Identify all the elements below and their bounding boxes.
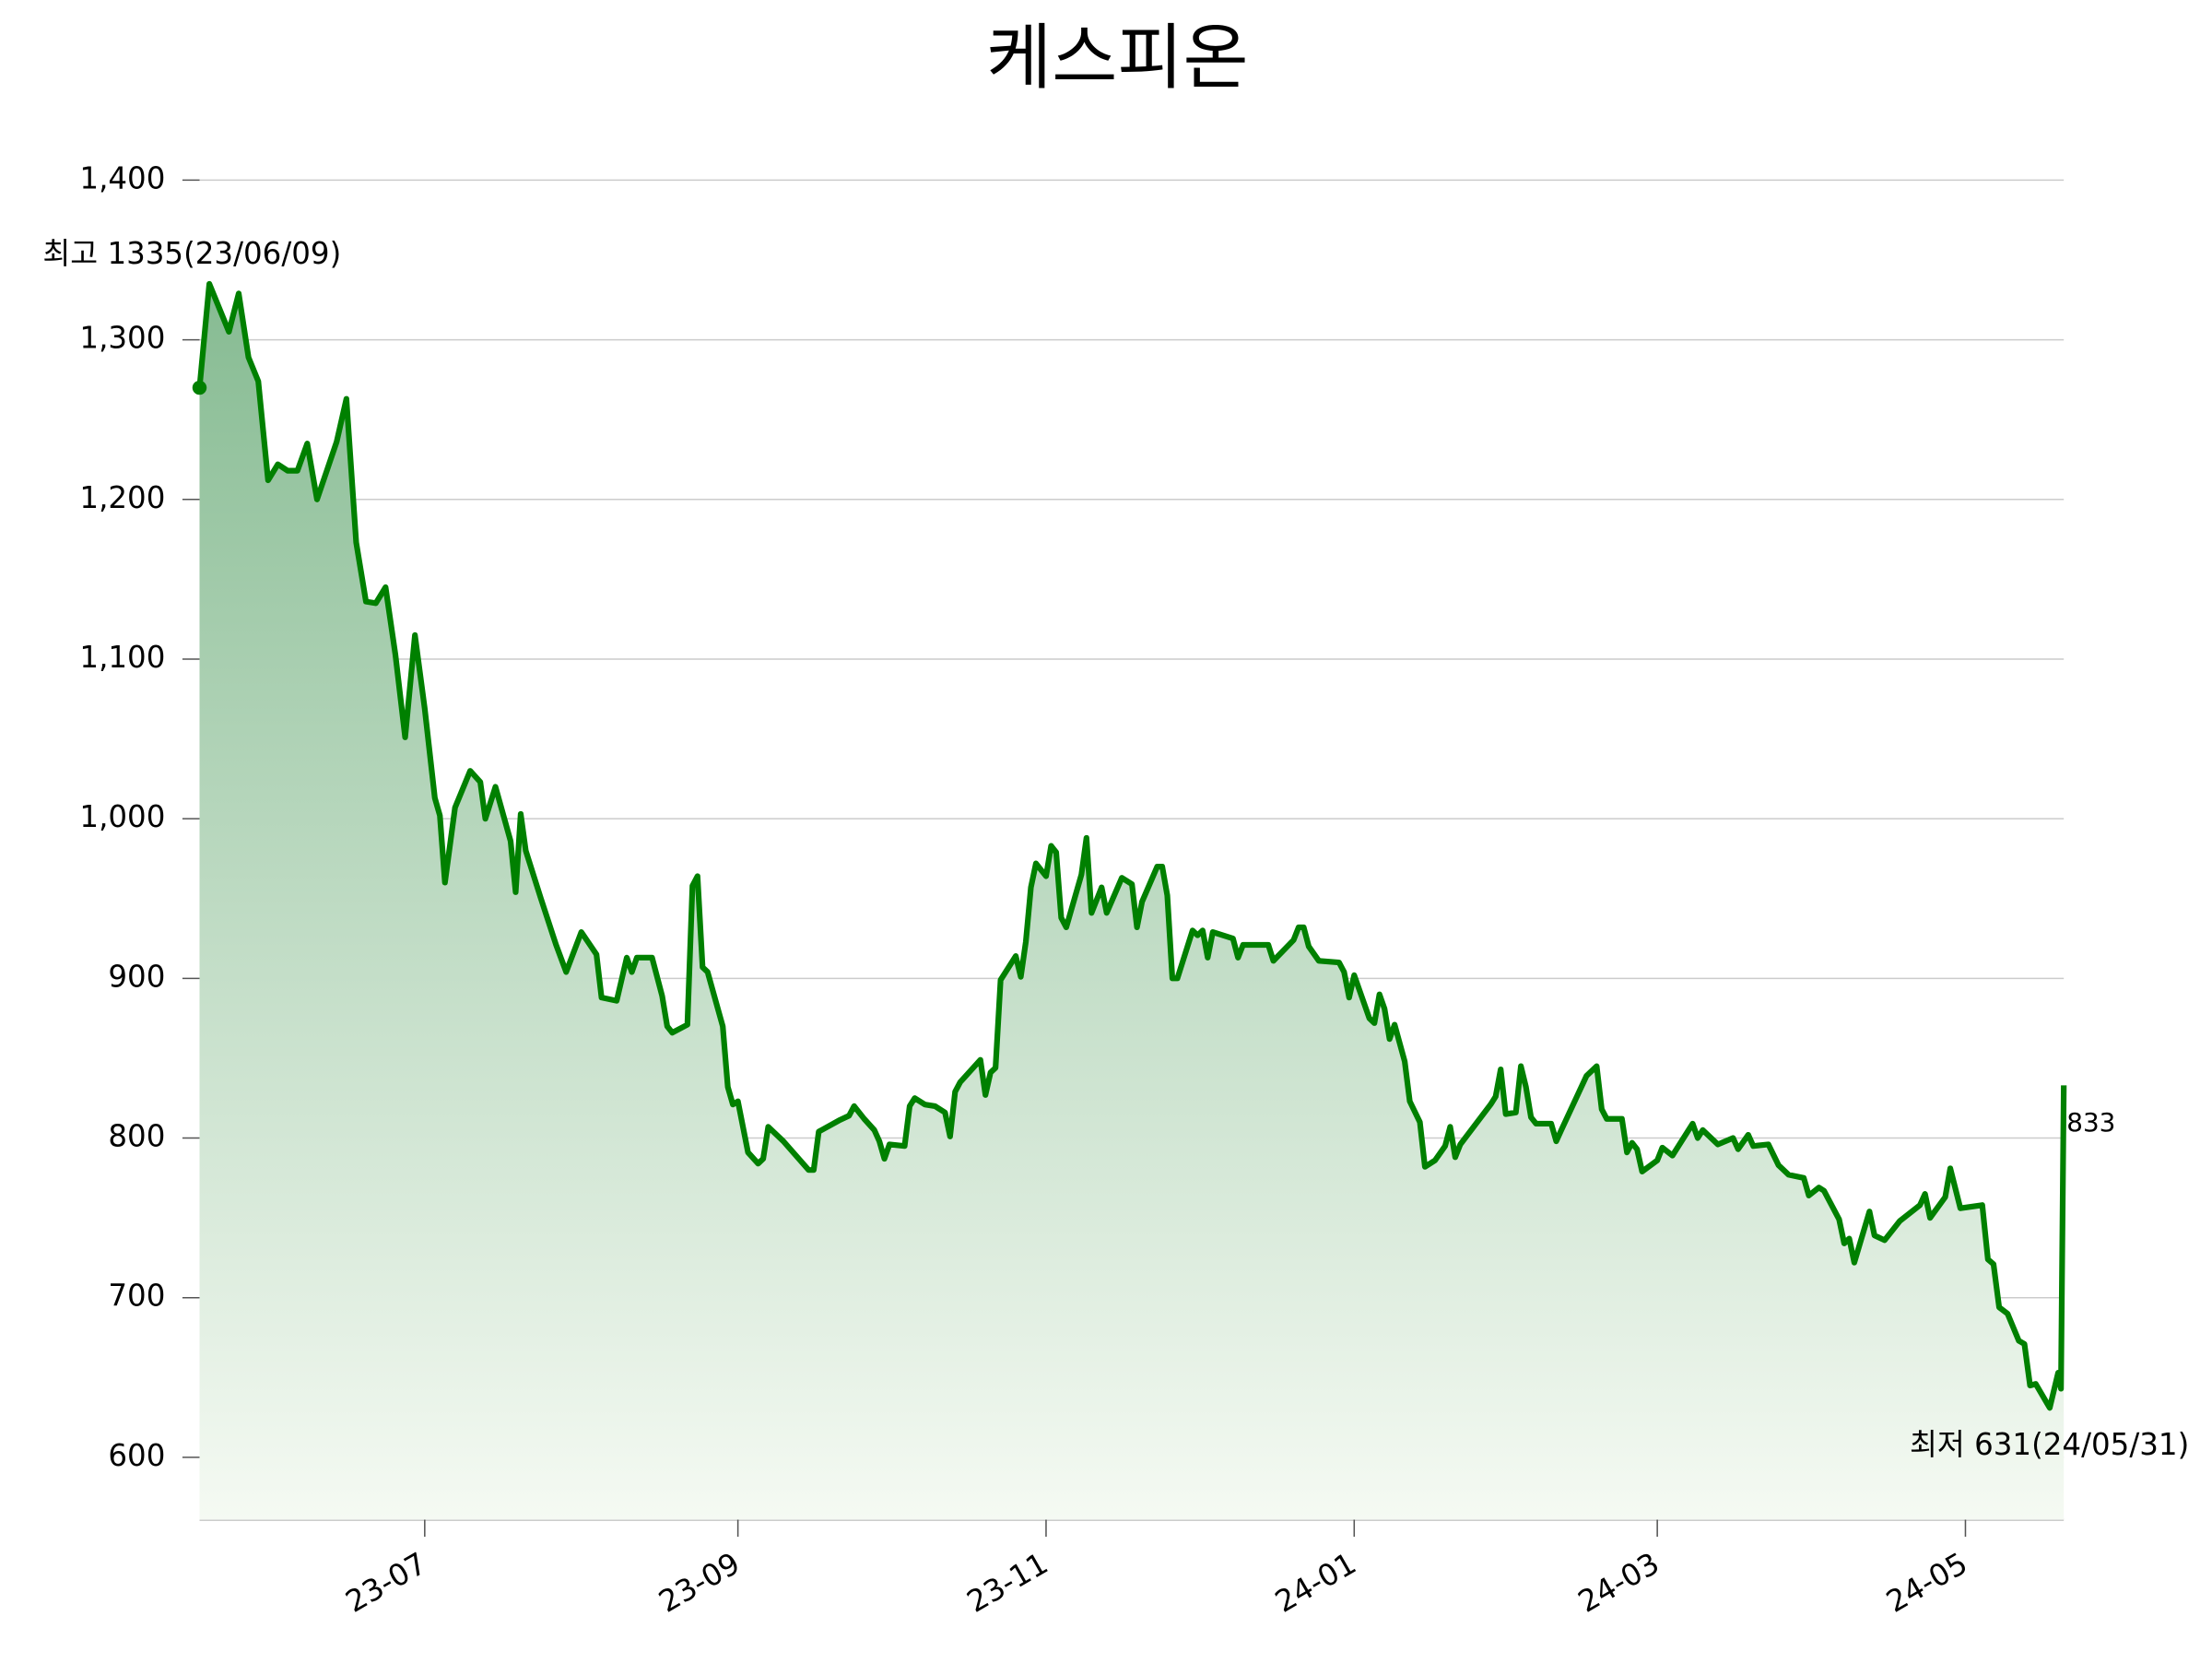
y-tick-label: 900 xyxy=(108,959,165,994)
last-value-label: 833 xyxy=(2066,1107,2115,1138)
y-tick-label: 1,200 xyxy=(79,480,165,515)
y-tick-label: 1,000 xyxy=(79,799,165,834)
x-tick-label: 24-01 xyxy=(1269,1546,1362,1620)
min-annotation: 최저 631(24/05/31) xyxy=(1910,1427,2189,1462)
x-tick-label: 23-11 xyxy=(961,1546,1054,1620)
y-tick-label: 700 xyxy=(108,1279,165,1314)
x-tick-label: 24-05 xyxy=(1880,1546,1973,1620)
y-tick-label: 600 xyxy=(108,1438,165,1473)
start-point xyxy=(192,380,207,395)
chart-title: 케스피온 xyxy=(986,17,1248,100)
y-tick-label: 1,100 xyxy=(79,640,165,675)
max-annotation: 최고 1335(23/06/09) xyxy=(42,236,341,271)
x-tick-label: 24-03 xyxy=(1572,1546,1665,1620)
line xyxy=(196,280,2067,1411)
x-tick-label: 23-09 xyxy=(653,1546,746,1620)
y-tick-label: 1,300 xyxy=(79,321,165,356)
x-tick-label: 23-07 xyxy=(340,1546,433,1620)
y-tick-label: 800 xyxy=(108,1119,165,1154)
y-tick-label: 1,400 xyxy=(79,160,165,195)
